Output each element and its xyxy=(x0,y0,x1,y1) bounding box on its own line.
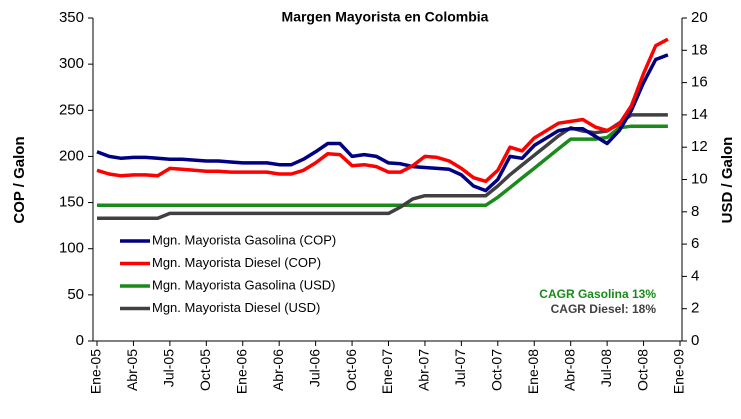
y-tick-label: 0 xyxy=(76,332,84,349)
y-tick-label: 350 xyxy=(59,9,84,26)
annotation: CAGR Diesel: 18% xyxy=(551,302,657,316)
y-tick-label: 100 xyxy=(59,240,84,257)
y2-axis-label: USD / Galon xyxy=(719,137,736,224)
legend-label: Mgn. Mayorista Diesel (COP) xyxy=(152,255,321,270)
annotation: CAGR Gasolina 13% xyxy=(539,287,656,301)
x-tick-label: Ene-07 xyxy=(379,349,395,394)
y-axis-label: COP / Galon xyxy=(11,136,28,223)
legend-label: Mgn. Mayorista Gasolina (USD) xyxy=(152,277,336,292)
x-tick-label: Oct-06 xyxy=(343,349,359,391)
y2-tick-label: 14 xyxy=(691,106,708,123)
x-tick-label: Abr-08 xyxy=(561,349,577,391)
x-tick-label: Ene-08 xyxy=(525,349,541,394)
x-tick-label: Oct-08 xyxy=(634,349,650,391)
series-line xyxy=(96,53,669,193)
series-line xyxy=(96,37,669,184)
y-tick-label: 150 xyxy=(59,194,84,211)
x-tick-label: Jul-06 xyxy=(306,349,322,387)
series-line xyxy=(97,124,668,208)
y2-tick-label: 8 xyxy=(691,203,699,220)
legend-label: Mgn. Mayorista Gasolina (COP) xyxy=(152,232,336,247)
x-tick-label: Ene-05 xyxy=(88,349,104,394)
y2-tick-label: 4 xyxy=(691,267,699,284)
y2-tick-label: 10 xyxy=(691,170,708,187)
x-tick-label: Ene-06 xyxy=(233,349,249,394)
y2-tick-label: 16 xyxy=(691,74,708,91)
x-tick-label: Abr-06 xyxy=(270,349,286,391)
legend-label: Mgn. Mayorista Diesel (USD) xyxy=(152,300,320,315)
y-tick-label: 250 xyxy=(59,101,84,118)
y2-tick-label: 6 xyxy=(691,235,699,252)
y-tick-label: 300 xyxy=(59,55,84,72)
y-tick-label: 200 xyxy=(59,147,84,164)
y2-tick-label: 0 xyxy=(691,332,699,349)
x-tick-label: Abr-07 xyxy=(416,349,432,391)
x-tick-label: Oct-05 xyxy=(197,349,213,391)
x-tick-label: Abr-05 xyxy=(124,349,140,391)
y2-tick-label: 18 xyxy=(691,41,708,58)
y2-tick-label: 20 xyxy=(691,9,708,26)
x-tick-label: Jul-05 xyxy=(161,349,177,387)
y-tick-label: 50 xyxy=(67,286,84,303)
y2-tick-label: 12 xyxy=(691,138,708,155)
chart-title: Margen Mayorista en Colombia xyxy=(282,9,489,25)
x-tick-label: Jul-08 xyxy=(598,349,614,387)
x-tick-label: Jul-07 xyxy=(452,349,468,387)
x-tick-label: Ene-09 xyxy=(671,349,687,394)
x-tick-label: Oct-07 xyxy=(489,349,505,391)
y2-tick-label: 2 xyxy=(691,300,699,317)
